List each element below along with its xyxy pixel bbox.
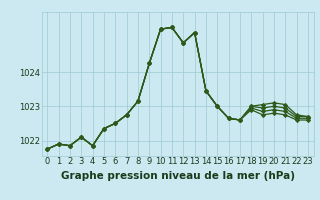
X-axis label: Graphe pression niveau de la mer (hPa): Graphe pression niveau de la mer (hPa) [60,171,295,181]
